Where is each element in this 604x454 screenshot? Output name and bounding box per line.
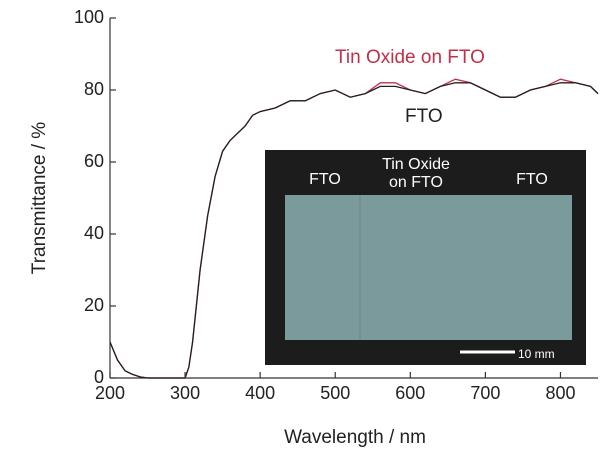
x-tick-label: 400 xyxy=(245,383,275,403)
page: Wavelength / nm Transmittance / % FTO Ti… xyxy=(0,0,604,454)
series-label: FTO xyxy=(405,106,443,127)
x-tick-label: 800 xyxy=(545,383,575,403)
x-axis-label: Wavelength / nm xyxy=(284,427,426,448)
x-tick-label: 500 xyxy=(320,383,350,403)
x-tick-label: 600 xyxy=(395,383,425,403)
x-tick-label: 200 xyxy=(95,383,125,403)
inset-label: FTO xyxy=(309,171,341,188)
inset-label: on FTO xyxy=(389,174,443,191)
inset-photo: FTO Tin Oxide on FTO FTO 10 mm xyxy=(265,150,586,365)
inset-label: FTO xyxy=(516,171,548,188)
scale-bar-label: 10 mm xyxy=(518,347,555,361)
glass-panel xyxy=(285,195,572,340)
y-tick-label: 20 xyxy=(84,295,104,315)
chart: Wavelength / nm Transmittance / % FTO Ti… xyxy=(0,0,604,454)
y-tick-label: 40 xyxy=(84,223,104,243)
inset-label: Tin Oxide xyxy=(382,156,450,173)
y-tick-label: 60 xyxy=(84,151,104,171)
x-tick-label: 300 xyxy=(170,383,200,403)
y-axis-label: Transmittance / % xyxy=(29,122,50,275)
x-tick-label: 700 xyxy=(470,383,500,403)
y-tick-label: 100 xyxy=(74,7,104,27)
y-tick-label: 80 xyxy=(84,79,104,99)
series-label: Tin Oxide on FTO xyxy=(335,47,485,68)
